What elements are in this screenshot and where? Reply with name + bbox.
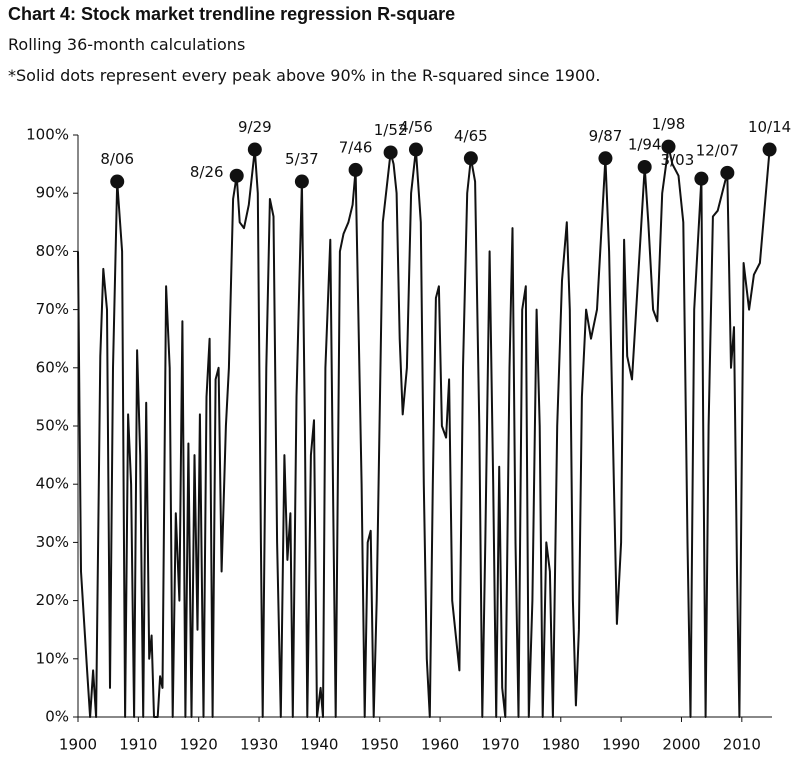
data-line [77, 145, 771, 718]
x-tick-label: 1920 [180, 736, 218, 754]
chart-subtitle: Rolling 36-month calculations [8, 35, 246, 54]
y-tick-label: 20% [36, 591, 69, 609]
x-tick-label: 1980 [542, 736, 580, 754]
peak-dot [463, 151, 478, 166]
peak-label: 8/06 [100, 150, 134, 168]
peak-dot [637, 160, 652, 175]
peak-label: 7/46 [339, 138, 373, 156]
x-tick-label: 1960 [421, 736, 459, 754]
peak-dot [383, 145, 398, 160]
peak-dot [694, 171, 709, 186]
peak-dot [247, 142, 262, 157]
peak-dot [661, 139, 676, 154]
peak-label: 3/03 [661, 151, 695, 169]
peak-label: 1/98 [652, 115, 686, 133]
peak-label: 5/37 [285, 150, 319, 168]
chart-note: *Solid dots represent every peak above 9… [8, 66, 601, 85]
x-tick-label: 1910 [119, 736, 157, 754]
chart-title: Chart 4: Stock market trendline regressi… [8, 4, 456, 24]
peak-dot [294, 174, 309, 189]
peak-dot [229, 168, 244, 183]
y-tick-label: 100% [26, 126, 69, 144]
peak-label: 10/14 [748, 118, 791, 136]
peak-label: 9/87 [589, 127, 623, 145]
y-tick-label: 40% [36, 475, 69, 493]
peak-label: 1/52 [374, 121, 408, 139]
peak-label: 8/26 [190, 163, 224, 181]
y-tick-label: 10% [36, 649, 69, 667]
y-tick-label: 60% [36, 358, 69, 376]
x-tick-label: 1990 [602, 736, 640, 754]
peak-dot [110, 174, 125, 189]
peak-dot [720, 165, 735, 180]
peak-label: 12/07 [696, 141, 739, 159]
peak-label: 9/29 [238, 118, 272, 136]
x-tick-label: 1950 [361, 736, 399, 754]
peak-dot [598, 151, 613, 166]
y-tick-label: 80% [36, 242, 69, 260]
peak-dot [762, 142, 777, 157]
x-tick-label: 2010 [723, 736, 761, 754]
peak-label: 1/94 [628, 136, 662, 154]
y-tick-label: 0% [45, 708, 69, 726]
x-tick-label: 1970 [481, 736, 519, 754]
x-tick-label: 1930 [240, 736, 278, 754]
y-tick-label: 70% [36, 300, 69, 318]
peak-label: 4/65 [454, 127, 488, 145]
peak-label: 4/56 [399, 118, 433, 136]
y-tick-label: 50% [36, 417, 69, 435]
x-tick-label: 1940 [300, 736, 338, 754]
y-tick-label: 30% [36, 533, 69, 551]
y-tick-label: 90% [36, 184, 69, 202]
x-tick-label: 1900 [59, 736, 97, 754]
peak-dot [408, 142, 423, 157]
x-tick-label: 2000 [662, 736, 700, 754]
peak-dot [348, 162, 363, 177]
